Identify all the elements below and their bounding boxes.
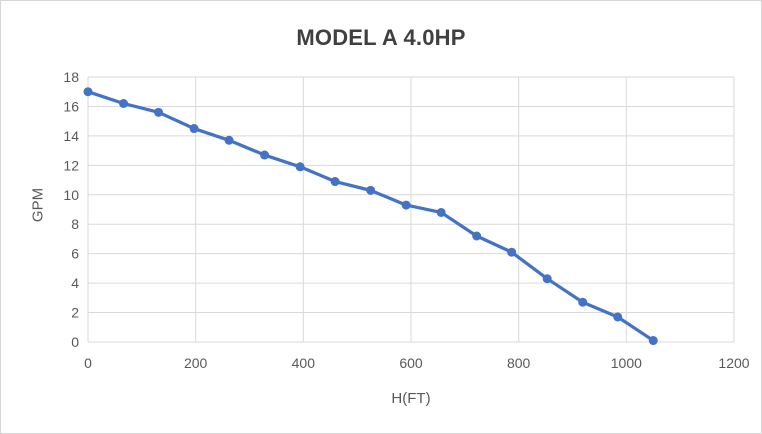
- data-point-marker: [472, 231, 482, 241]
- data-point-marker: [119, 99, 129, 108]
- data-point-marker: [330, 177, 340, 187]
- data-point-marker: [83, 87, 93, 97]
- y-tick-label: 14: [63, 128, 79, 144]
- x-tick-label: 600: [399, 355, 423, 371]
- data-point-marker: [401, 200, 411, 210]
- x-tick-label: 400: [292, 355, 316, 371]
- chart-title: MODEL A 4.0HP: [296, 25, 466, 50]
- data-point-marker: [542, 274, 552, 284]
- x-tick-label: 1000: [611, 355, 642, 371]
- data-point-marker: [260, 150, 270, 160]
- x-tick-label: 200: [184, 355, 208, 371]
- data-line: [86, 90, 655, 343]
- y-tick-label: 4: [71, 275, 79, 291]
- data-point-marker: [507, 247, 517, 257]
- data-point-marker: [578, 297, 588, 307]
- x-tick-label: 0: [84, 355, 92, 371]
- data-point-marker: [154, 107, 164, 117]
- y-tick-label: 12: [63, 157, 79, 173]
- data-point-marker: [224, 135, 234, 145]
- data-point-marker: [648, 336, 658, 346]
- data-point-marker: [295, 162, 305, 172]
- y-tick-label: 16: [63, 98, 79, 114]
- y-tick-label: 0: [71, 334, 79, 350]
- x-tick-label: 1200: [718, 355, 749, 371]
- y-tick-label: 8: [71, 216, 79, 232]
- y-tick-label: 6: [71, 246, 79, 262]
- data-point-marker: [366, 185, 376, 195]
- y-tick-label: 2: [71, 305, 79, 321]
- y-tick-label: 18: [63, 69, 79, 85]
- x-tick-label: 800: [507, 355, 531, 371]
- data-point-marker: [189, 124, 199, 134]
- data-point-marker: [613, 312, 623, 322]
- data-point-marker: [436, 207, 446, 217]
- y-tick-label: 10: [63, 187, 79, 203]
- x-axis-title: H(FT): [391, 390, 431, 407]
